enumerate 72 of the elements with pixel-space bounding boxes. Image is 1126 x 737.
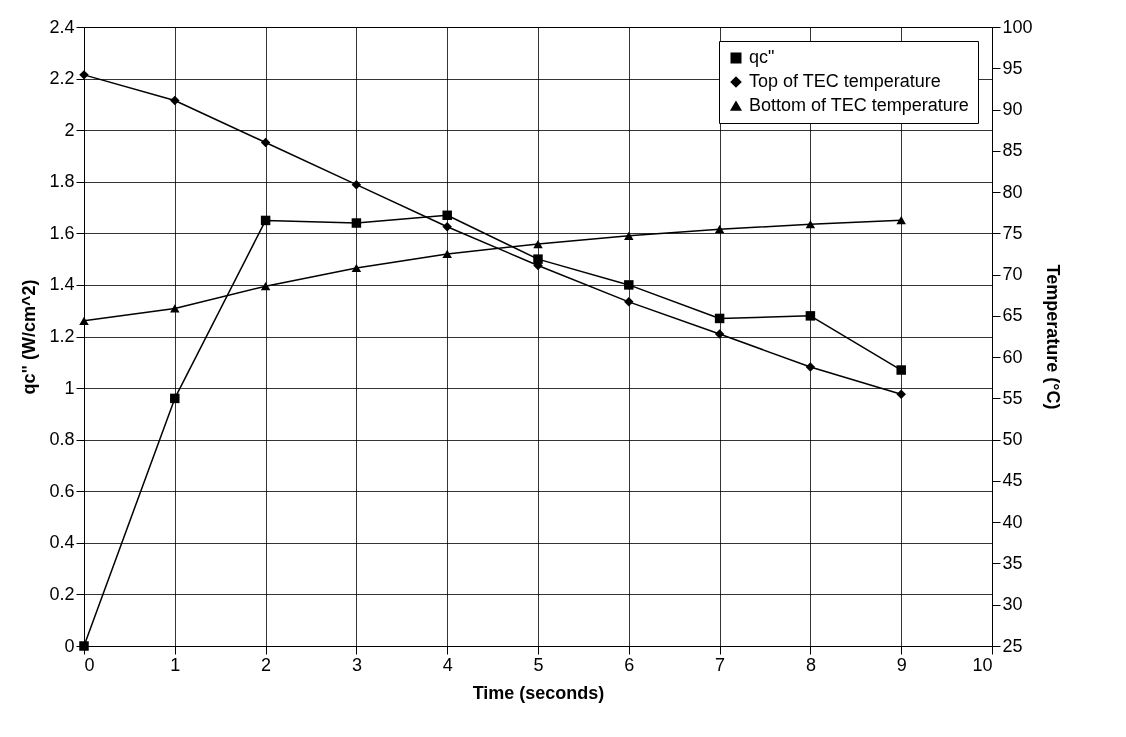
y-tick-label: 1.8 — [49, 171, 75, 192]
x-axis-title: Time (seconds) — [472, 682, 605, 703]
y-tick-label: 2.2 — [49, 68, 75, 89]
y2-tick-label: 50 — [1002, 429, 1023, 450]
point — [533, 239, 543, 249]
y-tick-label: 1.4 — [49, 274, 75, 295]
y-tick-label: 0 — [64, 635, 75, 656]
y2-axis-title: Temperature (°C) — [1042, 264, 1063, 410]
y2-tick-label: 100 — [1002, 16, 1033, 37]
y2-tick-label: 45 — [1002, 470, 1023, 491]
point — [351, 263, 362, 273]
point — [351, 179, 362, 190]
point — [170, 95, 180, 106]
y2-tick-label: 70 — [1002, 264, 1023, 285]
point — [896, 216, 906, 225]
y2-tick-label: 95 — [1002, 57, 1023, 78]
legend-label: qc" — [749, 47, 775, 67]
y-tick-label: 0.6 — [49, 480, 75, 501]
point — [351, 218, 362, 228]
x-tick-label: 0 — [84, 654, 95, 675]
y-tick-label: 1 — [64, 377, 75, 398]
x-tick-label: 6 — [624, 654, 635, 675]
y-tick-label: 2 — [64, 119, 75, 140]
legend-label: Bottom of TEC temperature — [749, 95, 969, 115]
point — [624, 231, 634, 240]
point — [896, 365, 906, 375]
y2-tick-label: 25 — [1002, 635, 1023, 656]
point — [260, 282, 271, 291]
y-tick-label: 1.6 — [49, 222, 75, 243]
x-tick-label: 1 — [170, 654, 181, 675]
point — [170, 393, 180, 404]
y2-tick-label: 85 — [1002, 140, 1023, 161]
y-axis-title: qc" (W/cm^2) — [19, 279, 40, 395]
y-tick-label: 0.2 — [49, 583, 75, 604]
x-tick-label: 9 — [896, 654, 907, 675]
point — [896, 389, 906, 400]
y-tick-label: 1.2 — [49, 326, 75, 346]
point — [805, 220, 816, 229]
point — [260, 137, 271, 148]
point — [624, 280, 634, 290]
x-tick-label: 8 — [805, 654, 816, 675]
y-tick-label: 0.4 — [49, 532, 75, 553]
point — [260, 215, 271, 226]
x-tick-label: 2 — [261, 654, 272, 675]
y2-tick-label: 80 — [1002, 181, 1023, 202]
y2-tick-label: 30 — [1002, 594, 1023, 615]
point — [170, 304, 180, 313]
y2-tick-label: 75 — [1002, 222, 1023, 243]
point — [805, 311, 816, 321]
y2-tick-label: 35 — [1002, 552, 1023, 573]
x-tick-label: 10 — [972, 654, 993, 675]
y2-tick-label: 40 — [1002, 511, 1023, 532]
point — [805, 362, 816, 372]
x-tick-label: 4 — [442, 654, 453, 675]
point — [442, 249, 452, 259]
point — [442, 221, 452, 232]
y2-tick-label: 90 — [1002, 99, 1023, 120]
y-tick-label: 2.4 — [49, 16, 75, 37]
point — [714, 329, 725, 339]
y2-tick-label: 60 — [1002, 346, 1023, 367]
x-tick-label: 3 — [351, 654, 362, 675]
x-tick-label: 5 — [533, 654, 544, 675]
y2-tick-label: 65 — [1002, 305, 1023, 326]
legend-label: Top of TEC temperature — [749, 71, 941, 91]
y-tick-label: 0.8 — [49, 429, 75, 450]
y2-tick-label: 55 — [1002, 387, 1023, 408]
point — [79, 316, 89, 325]
point — [624, 297, 634, 307]
x-tick-label: 7 — [715, 654, 726, 675]
point — [714, 225, 725, 234]
point — [442, 210, 452, 221]
point — [714, 313, 725, 324]
